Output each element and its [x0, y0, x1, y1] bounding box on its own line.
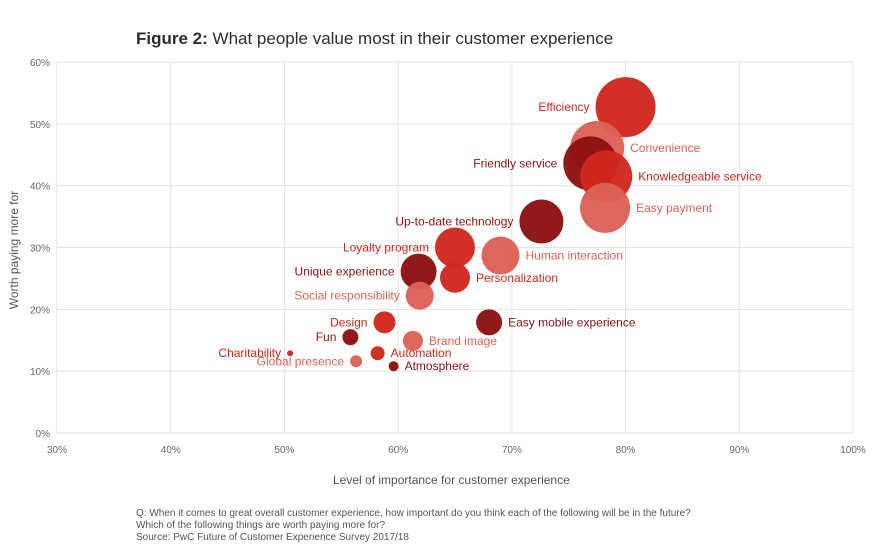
- axis-ticks: 30% 40% 50% 60% 70% 80% 90% 100% 0% 10% 20% 30% 40% 5…: [30, 58, 866, 456]
- bubble-label: Human interaction: [525, 249, 622, 263]
- bubble-unique-experience: [400, 253, 437, 290]
- y-tick-label: 40%: [30, 182, 50, 193]
- bubble-easy-mobile-experience: [476, 309, 503, 336]
- bubble-label: Automation: [391, 346, 452, 360]
- footnote: Q: When it comes to great overall custom…: [136, 508, 691, 544]
- bubble-fun: [342, 329, 359, 346]
- bubble-label: Brand image: [429, 334, 497, 348]
- bubble-human-interaction: [481, 236, 520, 275]
- bubble-label: Personalization: [476, 271, 558, 285]
- bubble-labels: Efficiency Convenience Knowledgeable servi…: [218, 100, 762, 373]
- x-tick-label: 70%: [502, 445, 522, 456]
- bubble-up-to-date-technology: [519, 199, 564, 244]
- grid: [56, 61, 854, 434]
- figure-number: Figure 2:: [136, 29, 208, 48]
- bubble-loyalty-program: [435, 227, 475, 268]
- figure-title-text: What people value most in their customer…: [207, 29, 614, 48]
- bubble-label: Easy payment: [636, 201, 713, 215]
- bubbles: [287, 77, 656, 372]
- y-axis-label: Worth paying more for: [7, 190, 21, 310]
- bubble-label: Knowledgeable service: [638, 169, 762, 183]
- x-tick-label: 80%: [616, 445, 636, 456]
- bubble-personalization: [440, 262, 470, 293]
- bubble-efficiency: [595, 77, 656, 138]
- x-tick-label: 60%: [388, 445, 408, 456]
- bubble-social-responsibility: [405, 281, 434, 310]
- bubble-atmosphere: [388, 361, 399, 372]
- x-tick-label: 100%: [840, 445, 866, 456]
- footnote-source: Source: PwC Future of Customer Experienc…: [136, 532, 409, 543]
- bubble-charitability: [287, 350, 294, 357]
- y-tick-label: 60%: [30, 58, 50, 69]
- y-tick-label: 0%: [36, 429, 51, 440]
- bubble-label: Efficiency: [538, 100, 589, 114]
- y-tick-label: 20%: [30, 305, 50, 316]
- bubble-label: Fun: [316, 330, 337, 344]
- bubble-label: Up-to-date technology: [395, 215, 513, 229]
- x-tick-label: 50%: [274, 445, 294, 456]
- bubble-label: Convenience: [630, 141, 700, 155]
- bubble-brand-image: [402, 330, 423, 351]
- footnote-question-line-2: Which of the following things are worth …: [136, 520, 386, 531]
- bubble-global-presence: [350, 355, 363, 368]
- bubble-label: Friendly service: [473, 156, 557, 170]
- bubble-label: Charitability: [218, 346, 281, 360]
- bubble-label: Atmosphere: [405, 359, 470, 373]
- bubble-label: Global presence: [257, 354, 345, 368]
- bubble-design: [373, 311, 396, 334]
- bubble-label: Loyalty program: [343, 241, 429, 255]
- bubble-label: Social responsibility: [294, 289, 399, 303]
- x-tick-label: 30%: [47, 445, 67, 456]
- y-tick-label: 50%: [30, 120, 50, 131]
- chart-title: Figure 2: What people value most in thei…: [136, 29, 613, 49]
- bubble-label: Unique experience: [295, 265, 395, 279]
- bubble-label: Easy mobile experience: [508, 315, 636, 329]
- x-tick-label: 90%: [729, 445, 749, 456]
- bubble-label: Design: [330, 315, 367, 329]
- y-tick-label: 30%: [30, 244, 50, 255]
- x-tick-label: 40%: [161, 445, 181, 456]
- footnote-question-line-1: Q: When it comes to great overall custom…: [136, 508, 691, 519]
- x-axis-label: Level of importance for customer experie…: [333, 473, 570, 487]
- y-tick-label: 10%: [30, 367, 50, 378]
- bubble-easy-payment: [580, 182, 631, 233]
- bubble-automation: [370, 346, 385, 361]
